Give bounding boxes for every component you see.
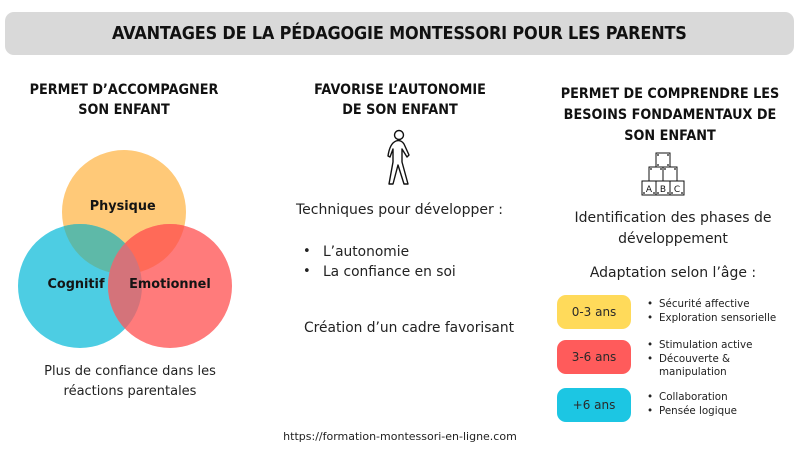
bullet-icon: • [303,244,311,259]
list-item: • Pensée logique [647,405,737,419]
bullet-icon: • [647,391,654,403]
title-banner: AVANTAGES DE LA PÉDAGOGIE MONTESSORI POU… [5,12,794,55]
bullet-icon: • [647,404,654,417]
heading-line: SON ENFANT [78,102,170,118]
svg-text:B: B [660,185,666,195]
svg-text:A: A [646,185,653,195]
bullet-icon: • [303,264,311,279]
caption-line: réactions parentales [63,384,197,399]
identification-line: Identification des phases de [574,210,772,226]
heading-line: SON ENFANT [624,128,716,144]
techniques-list: • L’autonomie • La confiance en soi [303,242,456,282]
heading-line: PERMET DE COMPRENDRE LES [560,86,780,102]
bullet-icon: • [647,339,654,351]
bullet-icon: • [647,298,654,310]
heading-line: PERMET D’ACCOMPAGNER [29,82,219,98]
techniques-intro: Techniques pour développer : [296,202,503,218]
list-item-text: Collaboration [659,391,728,403]
walking-person-icon [387,129,410,185]
list-item: • Sécurité affective [647,298,776,312]
list-item-text: Pensée logique [659,404,737,417]
list-item-text: La confiance en soi [323,264,456,280]
list-item-text: Exploration sensorielle [659,311,777,324]
list-item: • Stimulation active [647,339,752,353]
heading-autonomie: FAVORISE L’AUTONOMIE DE SON ENFANT [281,80,519,120]
venn-diagram: Physique Cognitif Emotionnel [10,150,250,370]
list-item: • L’autonomie [303,242,456,262]
heading-line: DE SON ENFANT [342,102,458,118]
page-title: AVANTAGES DE LA PÉDAGOGIE MONTESSORI POU… [112,23,687,44]
list-item: • La confiance en soi [303,262,456,282]
age-badge: +6 ans [557,388,631,422]
age-row-0-3: 0-3 ans • Sécurité affective • Exploration… [557,295,797,335]
list-item-text: L’autonomie [323,244,410,260]
list-item: • Collaboration [647,391,737,405]
list-item-text: Stimulation active [659,339,753,351]
heading-line: BESOINS FONDAMENTAUX DE [563,107,777,123]
bullet-icon: • [647,352,654,365]
list-item: • Découverte & [647,353,752,367]
age-badge: 3-6 ans [557,340,631,374]
label-physique: Physique [89,198,156,214]
svg-text:C: C [674,185,680,195]
list-item-text: manipulation [659,366,727,378]
footer-url[interactable]: https://formation-montessori-en-ligne.co… [283,430,517,443]
list-item: • Exploration sensorielle [647,312,776,326]
list-item: manipulation [647,366,752,380]
list-item-text: Sécurité affective [659,298,750,310]
bullet-icon: • [647,311,654,324]
age-row-6-plus: +6 ans • Collaboration • Pensée logique [557,388,797,428]
age-items: • Collaboration • Pensée logique [647,391,737,418]
identification-line: développement [618,231,728,247]
identification-text: Identification des phases de développeme… [548,208,798,250]
label-emotionnel: Emotionnel [129,276,211,292]
caption-line: Plus de confiance dans les [44,364,216,379]
venn-circles [18,150,232,348]
age-badge: 0-3 ans [557,295,631,329]
age-items: • Stimulation active • Découverte & manipu… [647,339,752,380]
heading-line: FAVORISE L’AUTONOMIE [314,82,486,98]
label-cognitif: Cognitif [47,276,105,292]
caption-confiance: Plus de confiance dans les réactions par… [20,362,240,402]
heading-accompagner: PERMET D’ACCOMPAGNER SON ENFANT [9,80,240,120]
age-items: • Sécurité affective • Exploration sensori… [647,298,776,325]
age-row-3-6: 3-6 ans • Stimulation active • Découverte … [557,339,797,380]
heading-besoins: PERMET DE COMPRENDRE LES BESOINS FONDAME… [540,84,800,147]
cadre-text: Création d’un cadre favorisant [304,320,515,336]
list-item-text: Découverte & [659,352,731,365]
adaptation-text: Adaptation selon l’âge : [589,265,757,281]
